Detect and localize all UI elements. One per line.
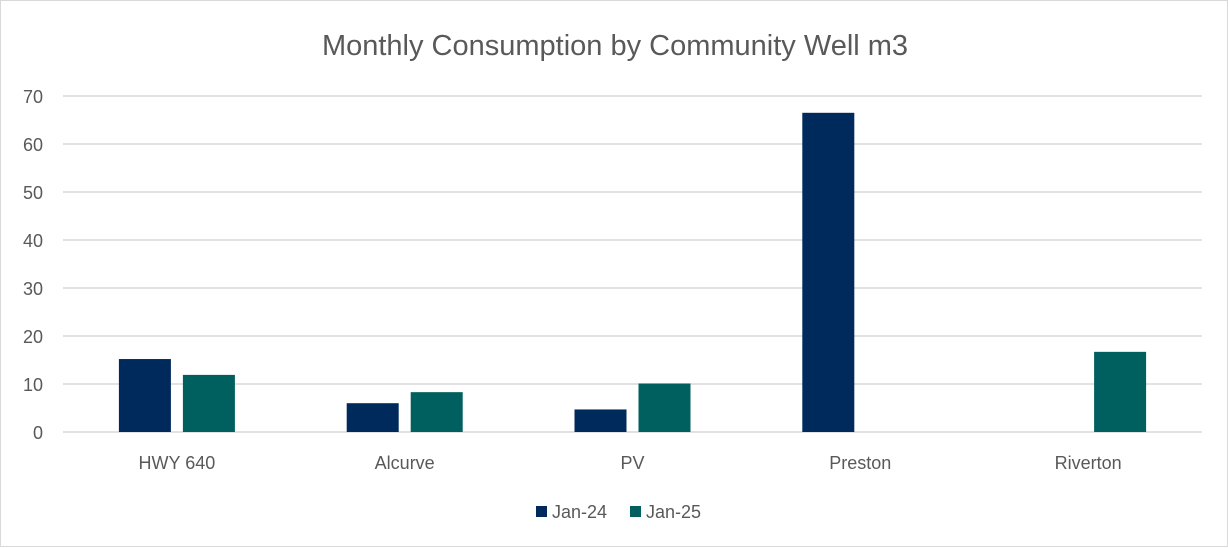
bar-jan-25-pv	[638, 383, 691, 432]
x-axis-categories: HWY 640 Alcurve PV Preston Riverton	[139, 453, 1122, 473]
legend: Jan-24 Jan-25	[536, 502, 701, 522]
y-axis-ticks: 0 10 20 30 40 50 60 70	[23, 87, 43, 443]
bar-jan-24-hwy-640	[118, 359, 171, 432]
y-tick-label: 70	[23, 87, 43, 107]
x-category-label: Riverton	[1055, 453, 1122, 473]
legend-label: Jan-25	[646, 502, 701, 522]
bar-jan-25-hwy-640	[182, 374, 235, 432]
y-tick-label: 60	[23, 135, 43, 155]
x-category-label: Alcurve	[375, 453, 435, 473]
bar-jan-24-alcurve	[346, 403, 399, 432]
y-tick-label: 10	[23, 375, 43, 395]
legend-swatch	[536, 506, 547, 517]
gridlines	[63, 95, 1202, 433]
y-tick-label: 50	[23, 183, 43, 203]
bar-jan-24-preston	[802, 112, 855, 433]
y-tick-label: 0	[33, 423, 43, 443]
y-tick-label: 30	[23, 279, 43, 299]
legend-swatch	[630, 506, 641, 517]
bar-jan-25-alcurve	[410, 392, 463, 432]
y-tick-label: 20	[23, 327, 43, 347]
chart-title: Monthly Consumption by Community Well m3	[322, 30, 908, 62]
bar-jan-24-pv	[574, 409, 627, 432]
bars	[118, 112, 1147, 433]
y-tick-label: 40	[23, 231, 43, 251]
x-category-label: PV	[620, 453, 644, 473]
legend-label: Jan-24	[552, 502, 607, 522]
x-category-label: Preston	[829, 453, 891, 473]
x-category-label: HWY 640	[139, 453, 216, 473]
bar-jan-25-riverton	[1094, 351, 1147, 432]
